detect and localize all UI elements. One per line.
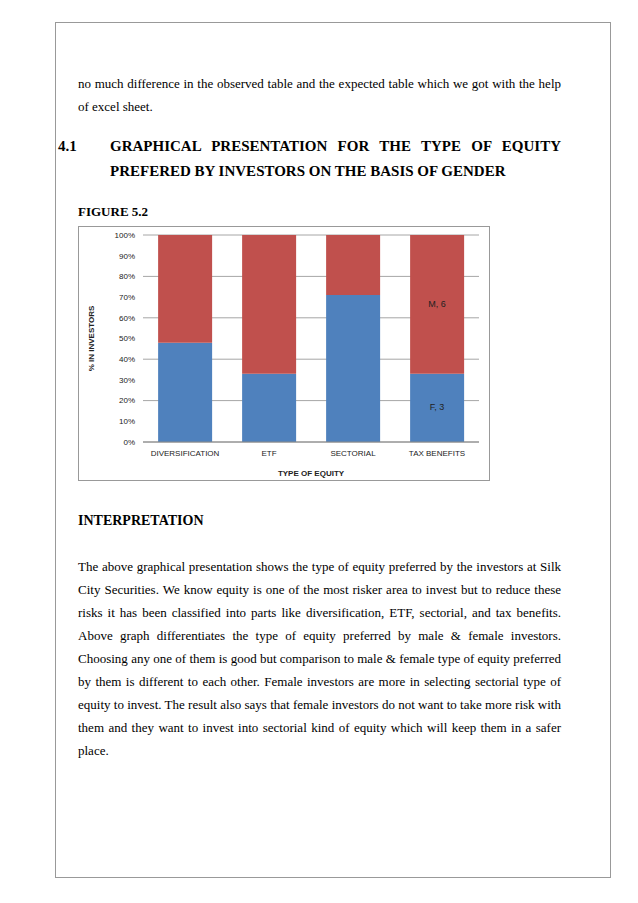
svg-text:100%: 100% <box>115 231 135 240</box>
svg-text:F, 3: F, 3 <box>430 402 445 412</box>
svg-text:DIVERSIFICATION: DIVERSIFICATION <box>151 449 220 458</box>
svg-text:% IN INVESTORS: % IN INVESTORS <box>87 305 96 371</box>
svg-text:30%: 30% <box>119 376 135 385</box>
svg-text:90%: 90% <box>119 252 135 261</box>
svg-text:80%: 80% <box>119 272 135 281</box>
svg-text:10%: 10% <box>119 417 135 426</box>
svg-text:50%: 50% <box>119 334 135 343</box>
svg-text:TAX BENEFITS: TAX BENEFITS <box>409 449 465 458</box>
html-text:4.1: 4.1 <box>58 138 77 154</box>
svg-text:0%: 0% <box>123 438 135 447</box>
html-text:no much difference in the obse: no much difference in the observed table… <box>78 76 561 114</box>
svg-text:60%: 60% <box>119 314 135 323</box>
html-text:FIGURE 5.2: FIGURE 5.2 <box>78 204 149 219</box>
svg-text:40%: 40% <box>119 355 135 364</box>
svg-text:20%: 20% <box>119 396 135 405</box>
html-text:INTERPRETATION: INTERPRETATION <box>78 513 204 528</box>
svg-text:ETF: ETF <box>261 449 276 458</box>
svg-text:SECTORIAL: SECTORIAL <box>330 449 376 458</box>
svg-text:70%: 70% <box>119 293 135 302</box>
svg-text:TYPE OF EQUITY: TYPE OF EQUITY <box>278 469 345 478</box>
svg-text:M, 6: M, 6 <box>428 299 446 309</box>
html-text:GRAPHICAL PRESENTATION FOR THE: GRAPHICAL PRESENTATION FOR THE TYPE OF E… <box>110 138 561 179</box>
html-text:The above graphical presentati: The above graphical presentation shows t… <box>78 559 561 758</box>
